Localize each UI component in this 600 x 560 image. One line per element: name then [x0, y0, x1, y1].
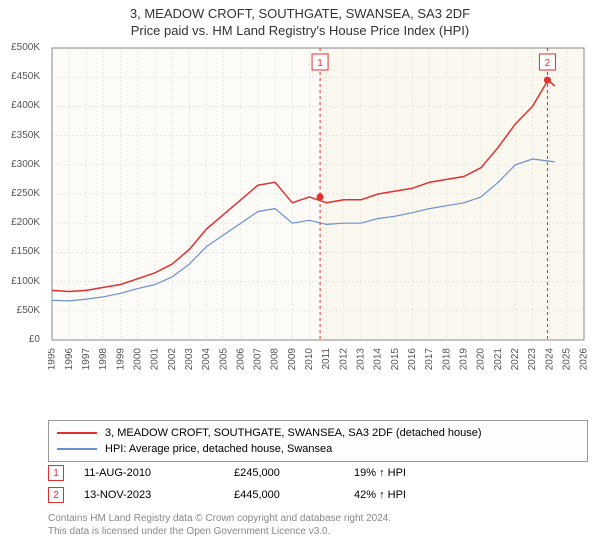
marker-date-2: 13-NOV-2023: [84, 489, 234, 501]
svg-text:1999: 1999: [115, 348, 126, 371]
chart-area: 1995 1996 1997 1998 1999 2000 2001 2002 2003 2004…: [48, 44, 588, 384]
svg-text:2000: 2000: [132, 348, 143, 371]
svg-text:2015: 2015: [390, 348, 401, 371]
svg-text:2014: 2014: [373, 348, 384, 371]
svg-text:2012: 2012: [338, 348, 349, 371]
svg-text:2019: 2019: [459, 348, 470, 371]
svg-text:2021: 2021: [493, 348, 504, 371]
svg-text:2018: 2018: [441, 348, 452, 371]
svg-text:2011: 2011: [321, 348, 332, 370]
marker-delta-2: 42% ↑ HPI: [354, 489, 474, 501]
y-tick-label: £500K: [0, 42, 44, 53]
marker-price-2: £445,000: [234, 489, 354, 501]
y-tick-label: £0: [0, 334, 44, 345]
svg-text:2009: 2009: [287, 348, 298, 371]
svg-text:2026: 2026: [579, 348, 588, 371]
chart-svg: 1995 1996 1997 1998 1999 2000 2001 2002 2003 2004…: [48, 44, 588, 384]
svg-text:2004: 2004: [201, 348, 212, 371]
svg-text:2003: 2003: [184, 348, 195, 371]
legend-label-1: 3, MEADOW CROFT, SOUTHGATE, SWANSEA, SA3…: [105, 427, 482, 439]
marker-price-1: £245,000: [234, 467, 354, 479]
y-tick-label: £100K: [0, 276, 44, 287]
svg-text:2022: 2022: [510, 348, 521, 371]
y-tick-label: £350K: [0, 130, 44, 141]
title-line2: Price paid vs. HM Land Registry's House …: [0, 23, 600, 38]
y-tick-label: £450K: [0, 71, 44, 82]
y-tick-label: £400K: [0, 100, 44, 111]
y-tick-label: £300K: [0, 159, 44, 170]
y-tick-label: £250K: [0, 188, 44, 199]
y-tick-label: £200K: [0, 217, 44, 228]
svg-text:2002: 2002: [167, 348, 178, 371]
chart-container: 3, MEADOW CROFT, SOUTHGATE, SWANSEA, SA3…: [0, 0, 600, 560]
marker-badge-1: 1: [48, 465, 64, 481]
y-tick-label: £150K: [0, 246, 44, 257]
svg-text:2: 2: [545, 58, 551, 69]
svg-text:2023: 2023: [527, 348, 538, 371]
title-block: 3, MEADOW CROFT, SOUTHGATE, SWANSEA, SA3…: [0, 0, 600, 38]
marker-badge-2: 2: [48, 487, 64, 503]
svg-text:2020: 2020: [476, 348, 487, 371]
title-line1: 3, MEADOW CROFT, SOUTHGATE, SWANSEA, SA3…: [0, 6, 600, 21]
marker-badge-1-text: 1: [53, 468, 59, 479]
legend-swatch-1: [57, 432, 97, 434]
marker-row-2: 2 13-NOV-2023 £445,000 42% ↑ HPI: [48, 484, 588, 506]
svg-text:2016: 2016: [407, 348, 418, 371]
svg-text:2006: 2006: [235, 348, 246, 371]
legend-box: 3, MEADOW CROFT, SOUTHGATE, SWANSEA, SA3…: [48, 420, 588, 462]
y-tick-label: £50K: [0, 305, 44, 316]
svg-text:2005: 2005: [218, 348, 229, 371]
svg-text:2025: 2025: [561, 348, 572, 371]
svg-text:2008: 2008: [270, 348, 281, 371]
svg-text:2013: 2013: [356, 348, 367, 371]
svg-text:2001: 2001: [150, 348, 161, 371]
legend-swatch-2: [57, 448, 97, 450]
markers-table: 1 11-AUG-2010 £245,000 19% ↑ HPI 2 13-NO…: [48, 462, 588, 506]
svg-text:1: 1: [317, 58, 323, 69]
svg-text:2017: 2017: [424, 348, 435, 371]
legend-row-2: HPI: Average price, detached house, Swan…: [57, 441, 579, 457]
legend-row-1: 3, MEADOW CROFT, SOUTHGATE, SWANSEA, SA3…: [57, 425, 579, 441]
svg-text:1998: 1998: [98, 348, 109, 371]
footer-line1: Contains HM Land Registry data © Crown c…: [48, 512, 588, 525]
svg-text:1995: 1995: [48, 348, 58, 371]
legend-label-2: HPI: Average price, detached house, Swan…: [105, 443, 332, 455]
svg-text:1996: 1996: [64, 348, 75, 371]
svg-text:2007: 2007: [253, 348, 264, 371]
marker-date-1: 11-AUG-2010: [84, 467, 234, 479]
svg-text:2010: 2010: [304, 348, 315, 371]
marker-badge-2-text: 2: [53, 490, 59, 501]
svg-text:2024: 2024: [544, 348, 555, 371]
marker-row-1: 1 11-AUG-2010 £245,000 19% ↑ HPI: [48, 462, 588, 484]
footer-line2: This data is licensed under the Open Gov…: [48, 525, 588, 538]
svg-text:1997: 1997: [81, 348, 92, 371]
marker-delta-1: 19% ↑ HPI: [354, 467, 474, 479]
footer: Contains HM Land Registry data © Crown c…: [48, 512, 588, 538]
